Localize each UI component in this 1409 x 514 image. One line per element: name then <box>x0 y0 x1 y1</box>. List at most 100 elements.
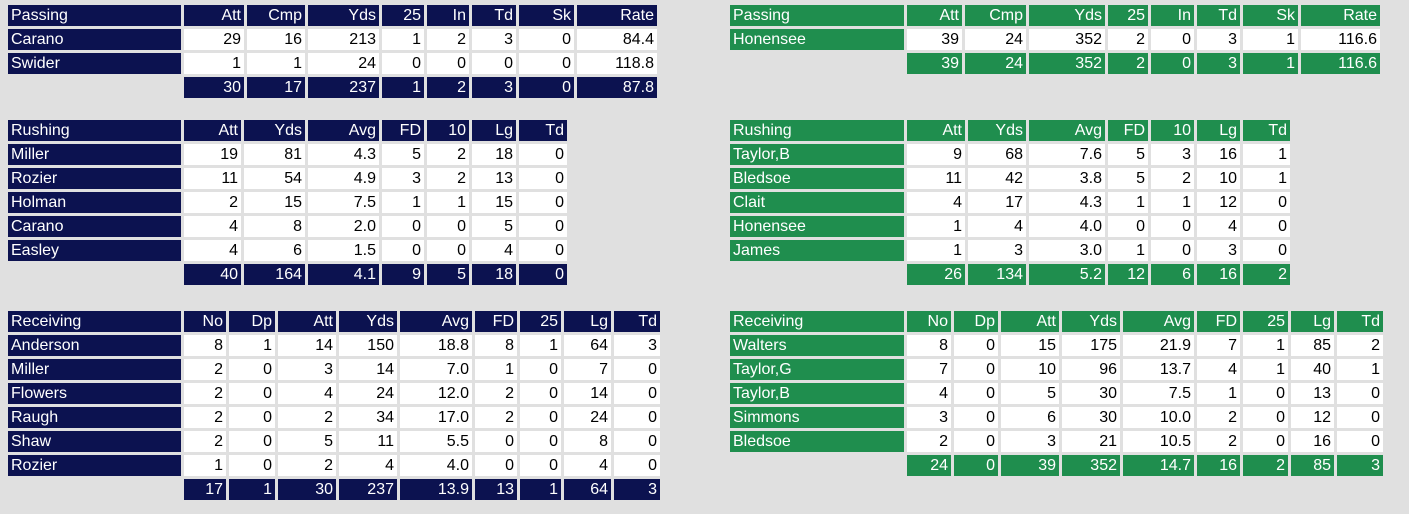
cell: 81 <box>244 144 305 165</box>
cell: 1 <box>247 53 305 74</box>
cell: 0 <box>614 407 660 428</box>
cell: Rozier <box>8 455 181 476</box>
cell: James <box>730 240 904 261</box>
cell: 15 <box>472 192 516 213</box>
cell: 4 <box>907 383 951 404</box>
cell: 96 <box>1062 359 1120 380</box>
cell: Att <box>278 311 336 332</box>
cell: 18 <box>472 144 516 165</box>
cell: 0 <box>954 335 998 356</box>
cell: 10 <box>427 120 469 141</box>
cell: 24 <box>965 29 1026 50</box>
cell: 0 <box>1243 192 1290 213</box>
cell: 4.1 <box>308 264 379 285</box>
cell: 14 <box>278 335 336 356</box>
cell: In <box>427 5 469 26</box>
cell: 17 <box>968 192 1026 213</box>
table-body: Rushing Att Yds Avg FD 10 Lg Td Taylor,B 9 68 7.6 5 3… <box>730 120 1290 285</box>
cell: 16 <box>1197 455 1240 476</box>
cell: Cmp <box>247 5 305 26</box>
cell: 42 <box>968 168 1026 189</box>
cell: 1.5 <box>308 240 379 261</box>
cell: 150 <box>339 335 397 356</box>
cell: 2 <box>1197 431 1240 452</box>
cell: 0 <box>427 240 469 261</box>
player-row: Miller 2 0 3 14 7.0 1 0 7 0 <box>8 359 660 380</box>
cell: 8 <box>907 335 951 356</box>
cell: 16 <box>1291 431 1334 452</box>
cell: Dp <box>229 311 275 332</box>
cell: 40 <box>184 264 241 285</box>
cell: 0 <box>954 431 998 452</box>
cell: 39 <box>907 53 962 74</box>
cell: Att <box>1001 311 1059 332</box>
cell: 0 <box>1151 29 1194 50</box>
cell: 0 <box>614 383 660 404</box>
cell: 14 <box>564 383 611 404</box>
player-row: Honensee 1 4 4.0 0 0 4 0 <box>730 216 1290 237</box>
cell: 3 <box>614 335 660 356</box>
cell: 0 <box>472 53 516 74</box>
cell: 26 <box>907 264 965 285</box>
cell: 1 <box>1108 192 1148 213</box>
cell: 1 <box>1151 192 1194 213</box>
cell: Simmons <box>730 407 904 428</box>
player-row: Shaw 2 0 5 11 5.5 0 0 8 0 <box>8 431 660 452</box>
cell: Bledsoe <box>730 168 904 189</box>
cell: 2 <box>1243 264 1290 285</box>
cell: 16 <box>1197 264 1240 285</box>
cell: Shaw <box>8 431 181 452</box>
cell: Taylor,B <box>730 144 904 165</box>
cell: 13 <box>475 479 517 500</box>
cell: Taylor,B <box>730 383 904 404</box>
cell: 0 <box>382 240 424 261</box>
cell: 7.5 <box>308 192 379 213</box>
cell: 64 <box>564 479 611 500</box>
player-row: Taylor,B 4 0 5 30 7.5 1 0 13 0 <box>730 383 1383 404</box>
cell: 40 <box>1291 359 1334 380</box>
player-row: Flowers 2 0 4 24 12.0 2 0 14 0 <box>8 383 660 404</box>
cell: 29 <box>184 29 244 50</box>
cell: 8 <box>244 216 305 237</box>
cell: 5 <box>1108 168 1148 189</box>
cell: 1 <box>427 192 469 213</box>
cell: 4 <box>1197 359 1240 380</box>
cell: 21.9 <box>1123 335 1194 356</box>
cell: Yds <box>968 120 1026 141</box>
cell: 0 <box>519 29 574 50</box>
header-row: Passing Att Cmp Yds 25 In Td Sk Rate <box>8 5 657 26</box>
cell: 3 <box>1337 455 1383 476</box>
cell: 14 <box>339 359 397 380</box>
cell: 9 <box>382 264 424 285</box>
cell: 18.8 <box>400 335 472 356</box>
cell: 24 <box>308 53 379 74</box>
cell: 1 <box>1243 53 1298 74</box>
cell: 2 <box>1243 455 1288 476</box>
cell: 18 <box>472 264 516 285</box>
totals-row: 39 24 352 2 0 3 1 116.6 <box>730 53 1380 74</box>
cell: 7 <box>564 359 611 380</box>
cell: 2 <box>184 407 226 428</box>
cell: 64 <box>564 335 611 356</box>
cell: Bledsoe <box>730 431 904 452</box>
cell: 2 <box>278 455 336 476</box>
cell: 0 <box>382 216 424 237</box>
table-body: Receiving No Dp Att Yds Avg FD 25 Lg Td Walters 8 0 1… <box>730 311 1383 476</box>
cell: 6 <box>244 240 305 261</box>
totals-row: 26 134 5.2 12 6 16 2 <box>730 264 1290 285</box>
cell: 24 <box>339 383 397 404</box>
cell: 0 <box>1151 53 1194 74</box>
cell: 10.5 <box>1123 431 1194 452</box>
cell: 5 <box>472 216 516 237</box>
cell: 0 <box>519 264 567 285</box>
cell: 7.0 <box>400 359 472 380</box>
totals-row: 24 0 39 352 14.7 16 2 85 3 <box>730 455 1383 476</box>
cell: FD <box>1197 311 1240 332</box>
cell: 6 <box>1151 264 1194 285</box>
cell: 30 <box>1062 383 1120 404</box>
cell: 3 <box>472 29 516 50</box>
cell: 0 <box>614 455 660 476</box>
cell: 3 <box>614 479 660 500</box>
cell: 0 <box>519 144 567 165</box>
cell: No <box>907 311 951 332</box>
